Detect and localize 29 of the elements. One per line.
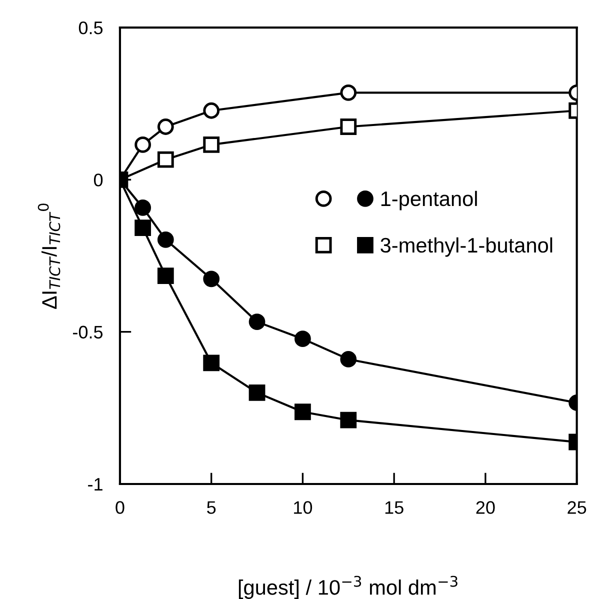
x-tick-label: 0: [116, 501, 124, 514]
point: [157, 118, 174, 135]
point: [203, 102, 220, 119]
point: [157, 151, 174, 168]
point: [203, 270, 220, 288]
point: [203, 354, 220, 372]
y-tick-label: 0.5: [78, 21, 103, 34]
point: [157, 268, 174, 284]
x-axis-title: [guest] / 10$^{−3}$ mol dm$^{−3}$: [238, 576, 458, 599]
point: [157, 231, 174, 248]
y-tick-label: -0.5: [73, 326, 103, 339]
y-tick-label: -1: [88, 478, 102, 491]
point: [134, 220, 152, 236]
point: [203, 136, 220, 153]
x-tick-label: 15: [385, 501, 404, 514]
y-tick-label: 0: [94, 174, 103, 186]
x-tick-label: 25: [568, 501, 586, 514]
point: [134, 136, 152, 153]
x-tick-label: 20: [476, 501, 495, 514]
point: [294, 330, 311, 348]
x-tick-label: 5: [207, 501, 216, 514]
point: [134, 200, 152, 216]
point: [248, 384, 266, 401]
point: [248, 314, 266, 330]
point: [294, 404, 311, 420]
x-tick-label: 10: [294, 501, 312, 514]
legend-label: 1-pentanol: [381, 190, 477, 210]
y-axis-title: ΔI$_{TICT}$/I$_{TICT}$$^{0}$: [38, 204, 60, 309]
legend-label: 3-methyl-1-butanol: [380, 237, 552, 257]
